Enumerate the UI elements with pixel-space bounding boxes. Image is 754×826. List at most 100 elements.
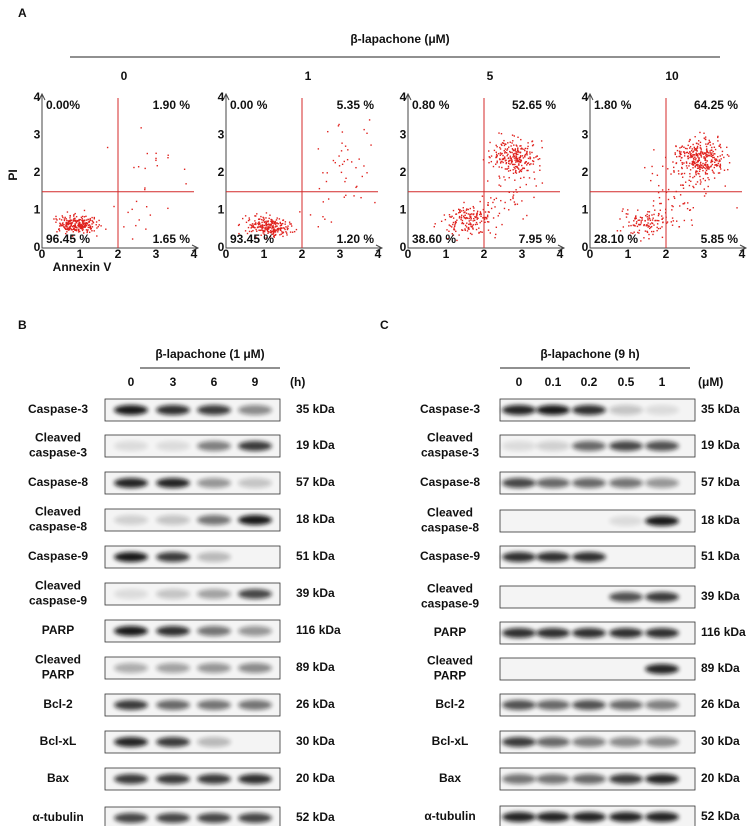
event-dot [676, 149, 679, 152]
event-dot [677, 170, 680, 172]
event-dot [659, 202, 661, 205]
event-dot [58, 218, 61, 220]
event-dot [705, 153, 708, 156]
event-dot [505, 151, 508, 154]
event-dot [512, 169, 514, 171]
event-dot [85, 215, 87, 218]
event-dot [258, 221, 260, 223]
event-dot [685, 162, 688, 164]
blot-band [609, 441, 643, 451]
event-dot [334, 161, 336, 164]
event-dot [83, 216, 86, 218]
event-dot [477, 217, 479, 219]
event-dot [72, 225, 75, 227]
event-dot [343, 160, 345, 163]
blot-band [572, 737, 606, 747]
event-dot [529, 156, 531, 158]
event-dot [59, 225, 61, 227]
event-dot [520, 159, 523, 162]
event-dot [533, 171, 535, 173]
event-dot [680, 184, 682, 186]
event-dot [699, 179, 702, 181]
event-dot [78, 221, 80, 223]
blot-band [645, 441, 679, 451]
event-dot [258, 229, 260, 231]
event-dot [325, 180, 328, 183]
event-dot [538, 158, 541, 160]
event-dot [691, 163, 693, 165]
event-dot [465, 217, 467, 220]
event-dot [271, 221, 273, 223]
event-dot [289, 223, 291, 225]
y-tick-label: 2 [400, 165, 407, 179]
event-dot [504, 160, 507, 162]
event-dot [709, 150, 711, 152]
blot-band [609, 737, 643, 747]
event-dot [83, 232, 85, 234]
event-dot [473, 219, 476, 222]
event-dot [690, 153, 692, 155]
event-dot [699, 141, 702, 144]
event-dot [474, 223, 477, 226]
event-dot [527, 162, 530, 164]
event-dot [499, 162, 502, 164]
event-dot [507, 167, 510, 169]
event-dot [541, 146, 543, 149]
event-dot [452, 234, 455, 236]
event-dot [719, 155, 721, 157]
event-dot [652, 217, 654, 219]
event-dot [248, 219, 251, 221]
event-dot [498, 175, 500, 177]
event-dot [286, 234, 288, 236]
event-dot [715, 158, 717, 160]
event-dot [681, 163, 684, 165]
event-dot [711, 155, 713, 158]
molecular-weight: 18 kDa [296, 512, 335, 526]
event-dot [277, 231, 279, 233]
event-dot [516, 160, 518, 163]
event-dot [483, 218, 486, 221]
event-dot [80, 226, 83, 228]
axis-arrow [222, 92, 384, 252]
event-dot [506, 149, 508, 151]
event-dot [710, 165, 712, 167]
y-tick-label: 0 [582, 240, 589, 254]
event-dot [719, 145, 721, 147]
event-dot [640, 220, 642, 222]
event-dot [697, 163, 699, 166]
event-dot [652, 205, 655, 207]
event-dot [501, 223, 503, 226]
blot-band [536, 552, 570, 562]
event-dot [469, 222, 471, 224]
protein-label: caspase-8 [421, 521, 479, 535]
event-dot [531, 160, 534, 162]
event-dot [648, 211, 651, 213]
event-dot [681, 156, 683, 159]
event-dot [710, 153, 712, 156]
event-dot [478, 231, 480, 234]
event-dot [167, 154, 169, 156]
event-dot [714, 153, 716, 155]
treatment-title: β-lapachone (μM) [350, 32, 449, 46]
event-dot [269, 235, 272, 238]
molecular-weight: 30 kDa [701, 734, 740, 748]
event-dot [273, 228, 275, 231]
event-dot [689, 209, 692, 211]
event-dot [272, 231, 275, 234]
event-dot [727, 168, 729, 171]
event-dot [648, 238, 650, 240]
event-dot [726, 146, 728, 149]
event-dot [149, 214, 152, 216]
event-dot [275, 219, 278, 221]
event-dot [254, 215, 256, 217]
event-dot [535, 156, 537, 158]
event-dot [524, 161, 527, 163]
event-dot [449, 225, 452, 227]
event-dot [271, 225, 274, 228]
event-dot [686, 151, 688, 154]
event-dot [512, 149, 515, 152]
event-dot [265, 222, 268, 225]
event-dot [368, 119, 371, 121]
event-dot [533, 196, 535, 199]
event-dot [70, 228, 72, 230]
